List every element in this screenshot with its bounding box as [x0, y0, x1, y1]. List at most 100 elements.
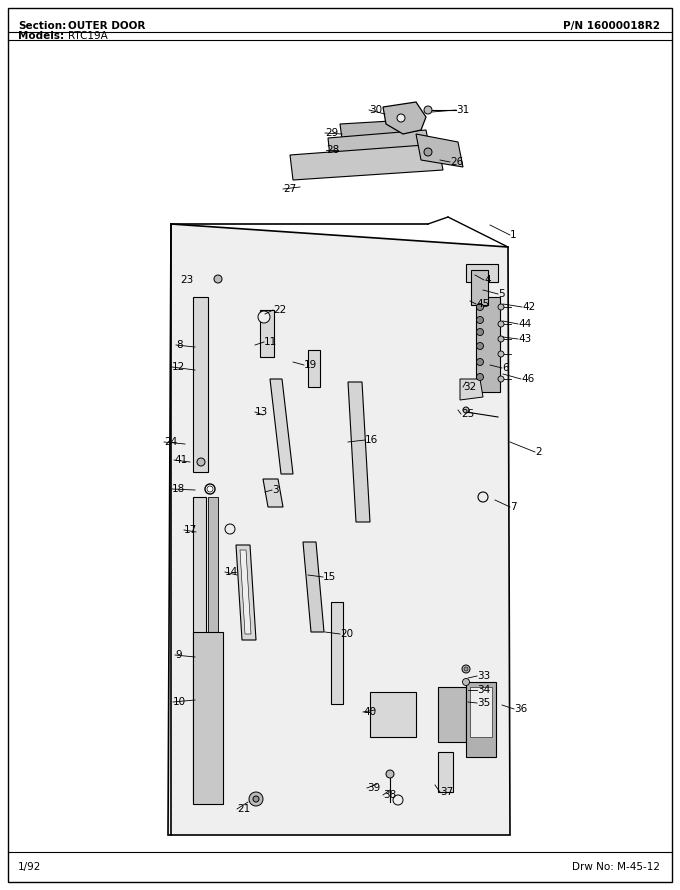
Circle shape: [463, 407, 469, 413]
Text: OUTER DOOR: OUTER DOOR: [68, 21, 146, 31]
Polygon shape: [370, 692, 416, 737]
Text: 23: 23: [180, 275, 193, 285]
Polygon shape: [348, 382, 370, 522]
Text: 25: 25: [461, 409, 474, 419]
Polygon shape: [236, 545, 256, 640]
Text: 34: 34: [477, 685, 490, 695]
Circle shape: [477, 303, 483, 311]
Text: 11: 11: [264, 337, 277, 347]
Text: 21: 21: [237, 804, 250, 814]
Polygon shape: [466, 264, 498, 282]
Circle shape: [253, 796, 259, 802]
Text: 29: 29: [325, 128, 338, 138]
Text: 5: 5: [498, 289, 505, 299]
Text: 33: 33: [477, 671, 490, 681]
Circle shape: [462, 665, 470, 673]
Text: P/N 16000018R2: P/N 16000018R2: [563, 21, 660, 31]
Text: 1: 1: [510, 230, 517, 240]
Circle shape: [462, 678, 469, 685]
Text: 39: 39: [367, 783, 380, 793]
Text: 22: 22: [273, 305, 286, 315]
Circle shape: [478, 492, 488, 502]
Text: 26: 26: [450, 157, 463, 167]
Polygon shape: [460, 379, 483, 400]
Text: 30: 30: [369, 105, 382, 115]
Circle shape: [424, 148, 432, 156]
Polygon shape: [193, 632, 223, 804]
Circle shape: [386, 770, 394, 778]
Circle shape: [214, 275, 222, 283]
Text: 12: 12: [172, 362, 185, 372]
Circle shape: [249, 792, 263, 806]
Polygon shape: [328, 130, 430, 157]
Circle shape: [393, 795, 403, 805]
Text: 43: 43: [518, 334, 531, 344]
Text: 45: 45: [476, 299, 489, 309]
Text: 24: 24: [164, 437, 177, 447]
Text: 42: 42: [522, 302, 535, 312]
Circle shape: [498, 321, 504, 327]
Text: 8: 8: [176, 340, 183, 350]
Text: 10: 10: [173, 697, 186, 707]
Text: 44: 44: [518, 319, 531, 329]
Polygon shape: [471, 270, 488, 305]
Circle shape: [424, 106, 432, 114]
Polygon shape: [438, 687, 466, 742]
Text: 16: 16: [365, 435, 378, 445]
Circle shape: [205, 484, 215, 494]
Circle shape: [225, 524, 235, 534]
Polygon shape: [340, 120, 411, 139]
Circle shape: [477, 359, 483, 366]
Polygon shape: [383, 102, 426, 134]
Text: 41: 41: [174, 455, 187, 465]
Polygon shape: [168, 224, 510, 835]
Circle shape: [397, 114, 405, 122]
Text: 6: 6: [502, 363, 509, 373]
Text: 18: 18: [172, 484, 185, 494]
Polygon shape: [208, 497, 218, 802]
Circle shape: [207, 486, 213, 492]
Circle shape: [498, 336, 504, 342]
Text: 40: 40: [363, 707, 376, 717]
Polygon shape: [438, 752, 453, 792]
Text: 3: 3: [272, 485, 279, 495]
Text: RTC19A: RTC19A: [68, 31, 107, 41]
Text: Drw No: M-45-12: Drw No: M-45-12: [572, 862, 660, 872]
Circle shape: [197, 458, 205, 466]
Text: Section:: Section:: [18, 21, 66, 31]
Text: 15: 15: [323, 572, 336, 582]
Circle shape: [477, 317, 483, 323]
Bar: [470, 687, 492, 737]
Polygon shape: [263, 479, 283, 507]
Polygon shape: [416, 134, 463, 167]
Polygon shape: [260, 310, 274, 357]
Polygon shape: [331, 602, 343, 704]
Circle shape: [464, 667, 468, 671]
Polygon shape: [240, 550, 251, 634]
Text: 13: 13: [255, 407, 268, 417]
Text: 14: 14: [225, 567, 238, 577]
Text: 27: 27: [283, 184, 296, 194]
Text: 37: 37: [440, 787, 454, 797]
Text: 7: 7: [510, 502, 517, 512]
Circle shape: [477, 328, 483, 336]
Polygon shape: [193, 497, 206, 802]
Text: 31: 31: [456, 105, 469, 115]
Text: 2: 2: [535, 447, 542, 457]
Circle shape: [498, 304, 504, 310]
Circle shape: [498, 351, 504, 357]
Polygon shape: [270, 379, 293, 474]
Text: 19: 19: [304, 360, 318, 370]
Circle shape: [498, 376, 504, 382]
Circle shape: [258, 311, 270, 323]
Text: 28: 28: [326, 145, 339, 155]
Text: 36: 36: [514, 704, 527, 714]
Circle shape: [477, 374, 483, 381]
Text: 35: 35: [477, 698, 490, 708]
Polygon shape: [466, 682, 496, 757]
Text: 32: 32: [463, 382, 476, 392]
Polygon shape: [193, 297, 208, 472]
Text: 4: 4: [484, 275, 491, 285]
Polygon shape: [476, 297, 500, 392]
Text: 20: 20: [340, 629, 353, 639]
